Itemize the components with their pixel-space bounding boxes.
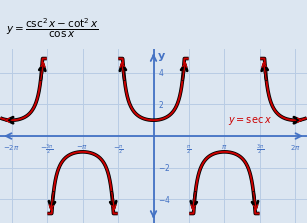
Text: $4$: $4$ (158, 67, 165, 78)
Text: $2\pi$: $2\pi$ (290, 143, 301, 152)
Text: $y = \sec x$: $y = \sec x$ (228, 115, 272, 127)
Text: $-4$: $-4$ (158, 194, 171, 205)
Text: $-2\pi$: $-2\pi$ (3, 143, 20, 152)
Text: $\frac{3\pi}{2}$: $\frac{3\pi}{2}$ (256, 143, 264, 157)
Text: $-\frac{\pi}{2}$: $-\frac{\pi}{2}$ (113, 143, 123, 155)
Text: y: y (157, 52, 165, 61)
Text: $\frac{\pi}{2}$: $\frac{\pi}{2}$ (186, 143, 192, 155)
Text: $y = \dfrac{\csc^2 x - \cot^2 x}{\cos x}$: $y = \dfrac{\csc^2 x - \cot^2 x}{\cos x}… (6, 17, 99, 40)
Text: $\pi$: $\pi$ (221, 143, 227, 151)
Text: $-\pi$: $-\pi$ (76, 143, 89, 151)
Text: $-2$: $-2$ (158, 162, 170, 173)
Text: $-\frac{3\pi}{2}$: $-\frac{3\pi}{2}$ (40, 143, 54, 157)
Text: $2$: $2$ (158, 99, 164, 110)
